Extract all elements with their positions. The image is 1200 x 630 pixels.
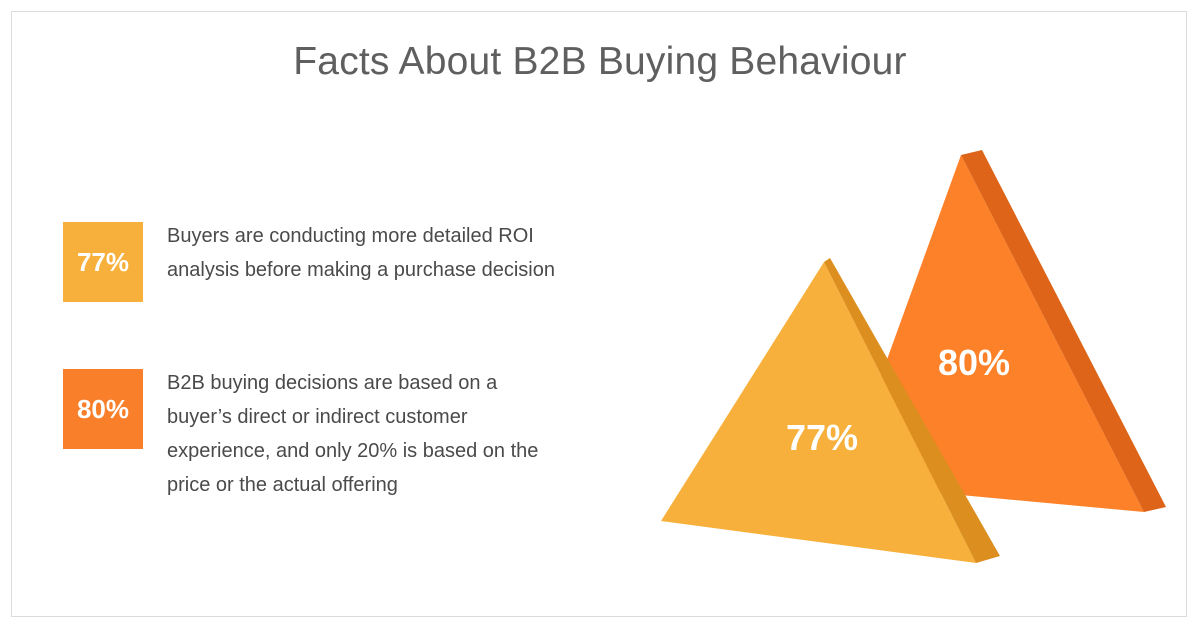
fact-text-2: B2B buying decisions are based on a buye… — [167, 372, 539, 496]
front-pyramid-side-face — [824, 258, 1000, 563]
fact-item-1: 77% Buyers are conducting more detailed … — [63, 222, 583, 312]
page-title: Facts About B2B Buying Behaviour — [293, 40, 907, 83]
front-pyramid-front-face — [661, 262, 976, 563]
fact-text-1: Buyers are conducting more detailed ROI … — [167, 225, 555, 281]
fact-item-2: 80% B2B buying decisions are based on a … — [63, 369, 583, 496]
back-pyramid-side-face — [961, 150, 1166, 512]
back-pyramid-label: 80% — [938, 342, 1010, 383]
fact-badge-1: 77% — [63, 222, 143, 302]
fact-badge-2: 80% — [63, 369, 143, 449]
front-pyramid-label: 77% — [786, 417, 858, 458]
